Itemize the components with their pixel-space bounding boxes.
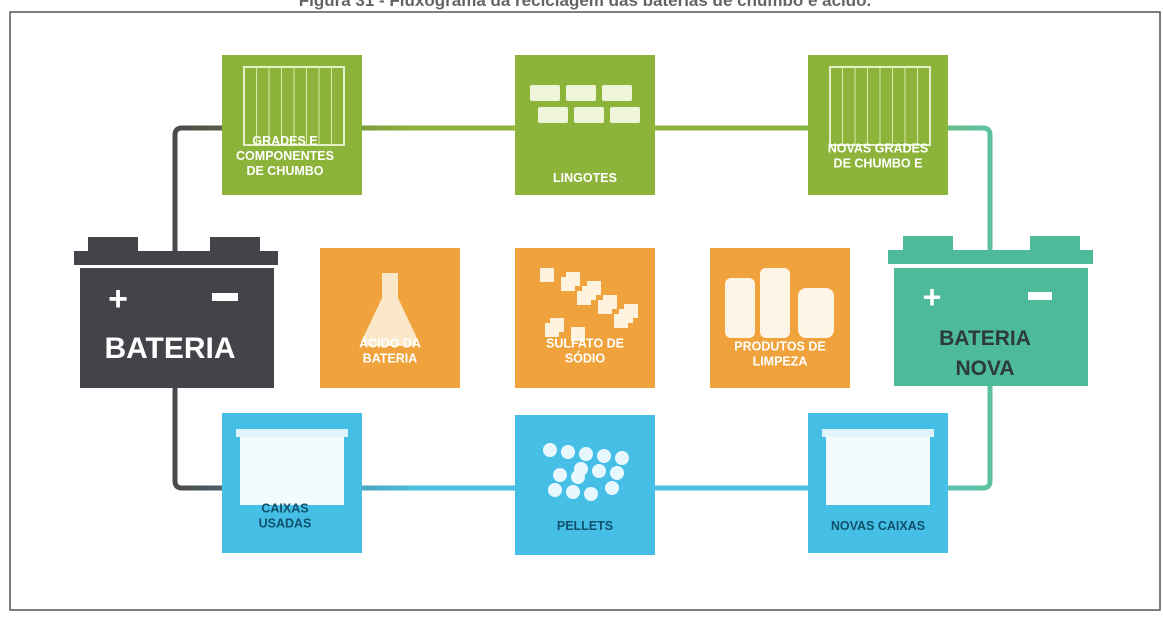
icon-pellet [566, 485, 580, 499]
svg-text:+: + [108, 280, 128, 318]
icon-ingot [574, 107, 604, 123]
icon-ingot [566, 85, 596, 101]
node-label: BATERIA [363, 352, 418, 366]
node-label: SULFATO DE [546, 337, 624, 351]
battery-label: BATERIA [939, 327, 1031, 350]
battery-label: NOVA [955, 357, 1014, 380]
frame [9, 11, 1161, 611]
node-label: NOVAS CAIXAS [831, 519, 925, 533]
icon-pellet [584, 487, 598, 501]
node-label: LIMPEZA [753, 355, 808, 369]
icon-pellet [548, 483, 562, 497]
icon-bottle [798, 288, 834, 338]
icon-pellet [597, 449, 611, 463]
icon-ingot [538, 107, 568, 123]
node-label: CAIXAS [261, 502, 308, 516]
node-label: LINGOTES [553, 171, 617, 185]
icon-bottle [725, 278, 755, 338]
icon-crystal [566, 272, 580, 286]
node-label: ÁCIDO DA [359, 336, 421, 351]
battery-new: + [888, 236, 1093, 386]
node-box [515, 415, 655, 555]
node-label: PELLETS [557, 519, 613, 533]
icon-flask [363, 273, 417, 346]
icon-pellet [571, 470, 585, 484]
node-label: DE CHUMBO E [834, 157, 923, 171]
node: LINGOTES [515, 55, 655, 195]
node-label: NOVAS GRADES [828, 142, 928, 156]
icon-crystal [603, 295, 617, 309]
battery-label: BATERIA [104, 332, 235, 365]
icon-bottle [760, 268, 790, 338]
node: PELLETS [515, 415, 655, 555]
icon-crystal [540, 268, 554, 282]
svg-text:+: + [923, 279, 942, 315]
icon-pellet [605, 481, 619, 495]
node-label: COMPONENTES [236, 149, 334, 163]
icon-pellet [610, 466, 624, 480]
icon-crystal [587, 281, 601, 295]
node-label: GRADES E [252, 134, 317, 148]
icon-case [240, 435, 344, 505]
icon-crystal [550, 318, 564, 332]
icon-pellet [615, 451, 629, 465]
icon-pellet [592, 464, 606, 478]
icon-pellet [553, 468, 567, 482]
node-label: SÓDIO [565, 351, 606, 366]
node-label: PRODUTOS DE [734, 340, 825, 354]
battery-old: + [74, 237, 278, 388]
icon-pellet [579, 447, 593, 461]
icon-ingot [602, 85, 632, 101]
node-box [808, 55, 948, 195]
icon-case-lid [236, 429, 348, 437]
node-box [222, 55, 362, 195]
figure-title: Figura 31 - Fluxograma da reciclagem das… [299, 0, 872, 10]
icon-case-lid [822, 429, 934, 437]
icon-case [826, 435, 930, 505]
icon-pellet [561, 445, 575, 459]
node: NOVAS CAIXAS [808, 413, 948, 553]
crop [0, 0, 1163, 11]
node-box [515, 55, 655, 195]
icon-crystal [571, 327, 585, 341]
icon-pellet [543, 443, 557, 457]
icon-ingot [610, 107, 640, 123]
node-label: DE CHUMBO [246, 164, 323, 178]
node-label: USADAS [259, 517, 312, 531]
icon-ingot [530, 85, 560, 101]
icon-crystal [624, 304, 638, 318]
